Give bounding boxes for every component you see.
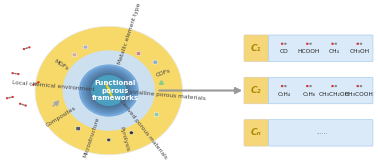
Circle shape: [284, 85, 287, 87]
Text: Crystalline porous materials: Crystalline porous materials: [123, 89, 206, 101]
Circle shape: [331, 85, 334, 87]
Text: C₂H₆: C₂H₆: [302, 92, 316, 97]
Text: CH₃OH: CH₃OH: [349, 49, 369, 54]
Circle shape: [107, 138, 111, 142]
Text: Metallic element type: Metallic element type: [118, 2, 143, 65]
Circle shape: [335, 43, 337, 45]
FancyBboxPatch shape: [76, 127, 80, 131]
Circle shape: [281, 85, 284, 87]
Circle shape: [35, 83, 37, 84]
Text: C₁: C₁: [251, 44, 262, 53]
Circle shape: [335, 85, 337, 87]
Circle shape: [284, 43, 287, 45]
FancyBboxPatch shape: [84, 45, 88, 49]
Circle shape: [306, 43, 308, 45]
FancyBboxPatch shape: [244, 35, 268, 61]
Circle shape: [356, 43, 359, 45]
Text: porous: porous: [102, 88, 129, 93]
Circle shape: [22, 104, 24, 105]
Polygon shape: [160, 81, 163, 84]
Circle shape: [32, 84, 35, 86]
FancyBboxPatch shape: [72, 53, 76, 57]
Text: Derived porous materials: Derived porous materials: [118, 98, 168, 160]
Circle shape: [25, 104, 27, 107]
Text: ......: ......: [316, 130, 327, 135]
Circle shape: [81, 67, 136, 114]
Circle shape: [11, 72, 14, 74]
Circle shape: [17, 73, 20, 75]
Circle shape: [79, 64, 139, 117]
Circle shape: [331, 43, 334, 45]
FancyBboxPatch shape: [244, 77, 268, 104]
Circle shape: [356, 85, 359, 87]
Circle shape: [306, 85, 308, 87]
Circle shape: [6, 97, 8, 99]
FancyBboxPatch shape: [268, 35, 373, 61]
Polygon shape: [104, 82, 114, 99]
FancyBboxPatch shape: [244, 120, 268, 146]
Text: CO: CO: [279, 49, 288, 54]
Text: Composites: Composites: [45, 105, 77, 128]
Text: Cₙ: Cₙ: [251, 128, 262, 137]
Text: Functional: Functional: [94, 80, 136, 86]
Circle shape: [360, 85, 362, 87]
Circle shape: [93, 77, 124, 104]
Text: C₂: C₂: [251, 86, 262, 95]
Text: Local chemical environment: Local chemical environment: [12, 80, 94, 92]
Circle shape: [96, 79, 122, 102]
Text: CH₃COOH: CH₃COOH: [345, 92, 374, 97]
Circle shape: [281, 43, 284, 45]
Circle shape: [360, 43, 362, 45]
Circle shape: [35, 26, 183, 155]
Circle shape: [11, 96, 14, 98]
FancyBboxPatch shape: [136, 52, 141, 55]
Text: C₂H₄: C₂H₄: [277, 92, 290, 97]
Text: COFs: COFs: [155, 68, 171, 78]
Text: Pyrolysis: Pyrolysis: [118, 126, 129, 152]
Text: CH₃CH₂OH: CH₃CH₂OH: [319, 92, 350, 97]
Circle shape: [23, 48, 25, 50]
Text: MOFs: MOFs: [53, 58, 70, 71]
FancyBboxPatch shape: [153, 60, 157, 64]
FancyBboxPatch shape: [154, 113, 159, 116]
Circle shape: [88, 73, 129, 108]
Circle shape: [84, 69, 134, 113]
Circle shape: [19, 103, 22, 105]
FancyBboxPatch shape: [268, 77, 373, 104]
Circle shape: [309, 85, 312, 87]
Text: Microstructure: Microstructure: [82, 116, 101, 158]
FancyBboxPatch shape: [268, 120, 373, 146]
Text: frameworks: frameworks: [92, 95, 139, 101]
Circle shape: [28, 46, 31, 48]
Circle shape: [86, 71, 132, 110]
Text: CH₄: CH₄: [329, 49, 339, 54]
Circle shape: [14, 73, 16, 74]
Circle shape: [37, 81, 40, 83]
Circle shape: [9, 97, 11, 98]
Circle shape: [129, 131, 133, 134]
Circle shape: [309, 43, 312, 45]
Text: HCOOH: HCOOH: [298, 49, 320, 54]
Circle shape: [91, 75, 127, 106]
Circle shape: [26, 47, 28, 49]
Circle shape: [91, 75, 127, 106]
Circle shape: [63, 50, 155, 131]
FancyBboxPatch shape: [53, 101, 58, 105]
